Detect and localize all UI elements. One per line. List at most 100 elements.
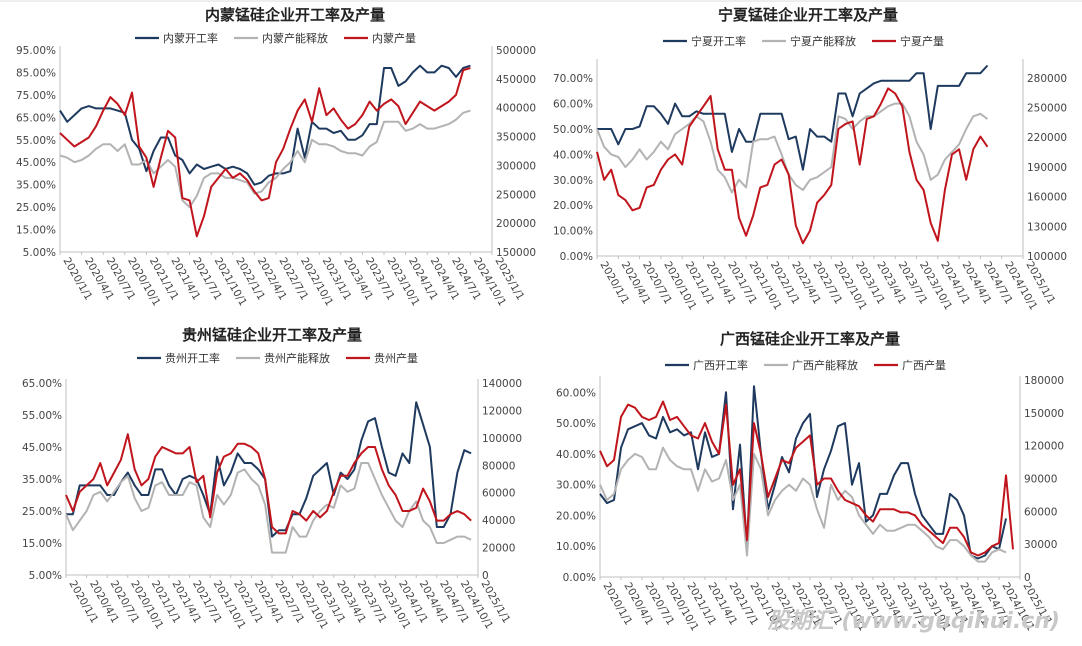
right-tick-label: 30000 — [1024, 539, 1057, 551]
series-line-release — [59, 109, 471, 209]
left-tick-label: 50.00% — [553, 124, 593, 136]
left-tick-label: 70.00% — [553, 73, 593, 85]
right-tick-label: 100000 — [482, 433, 522, 445]
right-tick-label: 0 — [1024, 572, 1031, 584]
legend-label: 宁夏产量 — [900, 34, 944, 48]
right-tick-label: 80000 — [482, 460, 515, 472]
left-tick-label: 30.00% — [556, 480, 596, 492]
series-line-rate — [59, 64, 471, 186]
legend-label: 宁夏开工率 — [691, 34, 746, 48]
left-tick-label: 30.00% — [553, 175, 593, 187]
right-tick-label: 40000 — [482, 515, 515, 527]
legend-label: 贵州开工率 — [165, 351, 220, 365]
right-tick-label: 150000 — [1024, 408, 1064, 420]
left-tick-label: 35.00% — [22, 474, 62, 486]
left-tick-label: 5.00% — [29, 570, 62, 582]
left-tick-label: 40.00% — [556, 449, 596, 461]
left-tick-label: 45.00% — [22, 442, 62, 454]
legend-label: 广西开工率 — [693, 358, 748, 372]
legend-item: 宁夏开工率 — [663, 34, 746, 48]
right-tick-label: 100000 — [1027, 251, 1067, 263]
left-tick-label: 10.00% — [556, 541, 596, 553]
legend-label: 贵州产量 — [374, 351, 418, 365]
series-line-output — [599, 400, 1014, 557]
chart-title: 广西锰硅企业开工率及产量 — [720, 330, 900, 348]
left-tick-label: 0.00% — [560, 251, 593, 263]
series-line-output — [596, 87, 989, 245]
left-tick-label: 10.00% — [553, 226, 593, 238]
legend-label: 宁夏产能释放 — [790, 34, 856, 48]
right-tick-label: 250000 — [1027, 103, 1067, 115]
series-line-release — [65, 462, 472, 554]
right-tick-label: 60000 — [482, 488, 515, 500]
right-tick-label: 160000 — [1027, 192, 1067, 204]
series-line-output — [65, 433, 472, 535]
right-tick-label: 190000 — [1027, 162, 1067, 174]
left-tick-label: 65.00% — [16, 112, 56, 124]
left-tick-label: 25.00% — [22, 506, 62, 518]
right-tick-label: 400000 — [496, 103, 536, 115]
left-tick-label: 50.00% — [556, 418, 596, 430]
left-tick-label: 15.00% — [16, 225, 56, 237]
right-tick-label: 180000 — [1024, 375, 1064, 387]
legend-label: 广西产量 — [902, 358, 946, 372]
series-line-rate — [599, 385, 1007, 560]
legend-label: 内蒙开工率 — [163, 31, 218, 45]
left-tick-label: 55.00% — [22, 410, 62, 422]
left-tick-label: 75.00% — [16, 90, 56, 102]
left-tick-label: 35.00% — [16, 180, 56, 192]
left-tick-label: 95.00% — [16, 45, 56, 57]
right-tick-label: 300000 — [496, 160, 536, 172]
chart-title: 宁夏锰硅企业开工率及产量 — [718, 6, 898, 24]
left-tick-label: 5.00% — [23, 247, 56, 259]
right-tick-label: 500000 — [496, 45, 536, 57]
left-tick-label: 40.00% — [553, 149, 593, 161]
right-tick-label: 280000 — [1027, 73, 1067, 85]
right-tick-label: 90000 — [1024, 474, 1057, 486]
legend-item: 贵州产量 — [346, 351, 418, 365]
left-tick-label: 20.00% — [556, 510, 596, 522]
legend-item: 宁夏产量 — [872, 34, 944, 48]
right-tick-label: 220000 — [1027, 132, 1067, 144]
right-tick-label: 350000 — [496, 132, 536, 144]
legend-item: 广西产量 — [874, 358, 946, 372]
legend-label: 广西产能释放 — [792, 358, 858, 372]
right-tick-label: 450000 — [496, 74, 536, 86]
chart-title: 内蒙锰硅企业开工率及产量 — [205, 6, 385, 24]
legend-item: 广西开工率 — [665, 358, 748, 372]
right-tick-label: 130000 — [1027, 221, 1067, 233]
series-line-release — [599, 446, 1007, 563]
left-tick-label: 85.00% — [16, 67, 56, 79]
legend-item: 贵州产能释放 — [236, 351, 330, 365]
right-tick-label: 120000 — [482, 405, 522, 417]
right-tick-label: 0 — [482, 570, 489, 582]
legend-label: 内蒙产量 — [372, 31, 416, 45]
left-tick-label: 45.00% — [16, 157, 56, 169]
left-tick-label: 55.00% — [16, 135, 56, 147]
right-tick-label: 250000 — [496, 189, 536, 201]
left-tick-label: 65.00% — [22, 378, 62, 390]
legend-item: 贵州开工率 — [137, 351, 220, 365]
series-line-rate — [66, 401, 472, 538]
left-tick-label: 0.00% — [563, 572, 596, 584]
legend-item: 宁夏产能释放 — [762, 34, 856, 48]
chart-title: 贵州锰硅企业开工率及产量 — [182, 326, 362, 344]
legend-item: 内蒙开工率 — [135, 31, 218, 45]
legend-item: 内蒙产量 — [344, 31, 416, 45]
left-tick-label: 15.00% — [22, 538, 62, 550]
right-tick-label: 140000 — [482, 378, 522, 390]
legend-item: 内蒙产能释放 — [234, 31, 328, 45]
series-line-rate — [597, 64, 989, 171]
legend-label: 内蒙产能释放 — [262, 31, 328, 45]
right-tick-label: 200000 — [496, 218, 536, 230]
left-tick-label: 60.00% — [553, 99, 593, 111]
right-tick-label: 60000 — [1024, 506, 1057, 518]
right-tick-label: 120000 — [1024, 441, 1064, 453]
right-tick-label: 150000 — [496, 247, 536, 259]
left-tick-label: 25.00% — [16, 202, 56, 214]
